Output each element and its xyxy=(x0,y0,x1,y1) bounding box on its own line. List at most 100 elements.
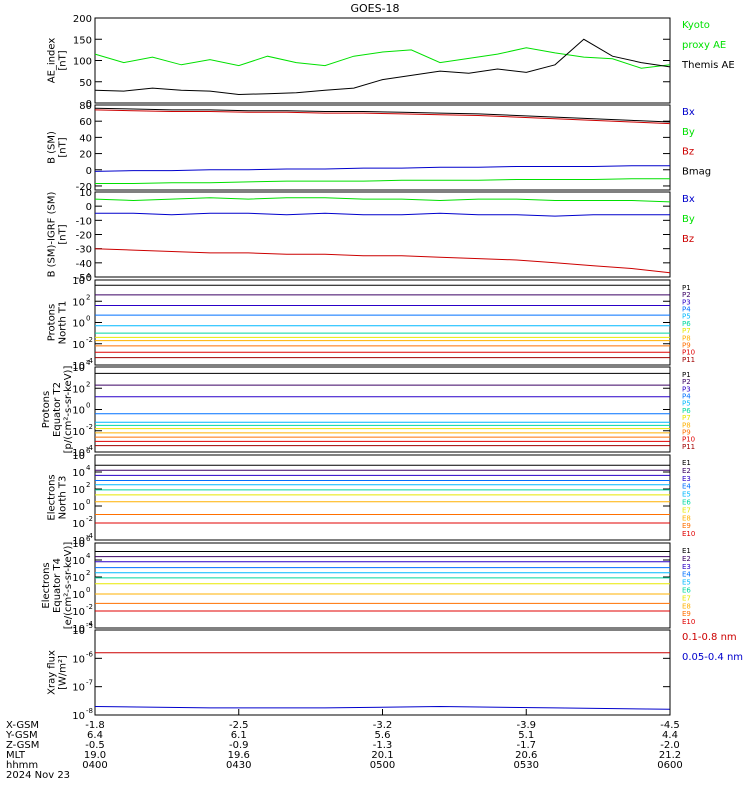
y-axis-label: North T3 xyxy=(58,476,69,520)
y-tick-exponent: -2 xyxy=(86,336,93,344)
y-tick-label: 10 xyxy=(72,607,85,618)
y-tick-label: 10 xyxy=(72,624,85,635)
legend-entry: Themis AE xyxy=(681,60,735,71)
y-tick-exponent: 4 xyxy=(86,552,91,560)
legend-entry: P6 xyxy=(682,407,691,415)
y-tick-exponent: 0 xyxy=(86,586,90,594)
x-tick-label: -3.9 xyxy=(516,720,536,731)
y-tick-label: 10 xyxy=(72,319,85,330)
legend-entry: P10 xyxy=(682,436,695,444)
y-tick-label: -20 xyxy=(76,182,92,193)
y-tick-exponent: 2 xyxy=(86,481,90,489)
x-tick-label: 6.4 xyxy=(87,730,103,741)
panel-ae: 200 150 100 50 0 AE_index [nT] Kyoto proxy AE The… xyxy=(47,14,735,110)
legend-entry: E6 xyxy=(682,499,691,507)
x-tick-label: -2.0 xyxy=(660,740,680,751)
legend-entry: Bz xyxy=(682,147,694,158)
legend-entry: E9 xyxy=(682,522,691,530)
legend-entry: E1 xyxy=(682,459,691,467)
legend-entry: P3 xyxy=(682,298,691,306)
x-row-label: X-GSM xyxy=(6,720,39,731)
legend-entry: proxy AE xyxy=(682,40,726,51)
legend-entry: P9 xyxy=(682,341,691,349)
y-axis-label: AE_index xyxy=(47,38,58,84)
y-tick-label: 20 xyxy=(79,150,92,161)
legend-entry: P7 xyxy=(682,327,691,335)
y-tick-label: 10 xyxy=(72,573,85,584)
x-tick-label: -1.8 xyxy=(85,720,105,731)
legend-entry: P6 xyxy=(682,320,691,328)
y-axis-label: Electrons xyxy=(47,474,58,520)
legend-entry: E4 xyxy=(682,571,691,579)
legend-entry: E3 xyxy=(682,475,691,483)
legend-entry: P2 xyxy=(682,291,691,299)
x-tick-label: -1.3 xyxy=(373,740,393,751)
chart-title: GOES-18 xyxy=(350,2,399,15)
legend-entry: By xyxy=(682,214,695,225)
legend-entry: E7 xyxy=(682,594,691,602)
x-tick-label: 0430 xyxy=(226,760,251,771)
y-tick-label: 60 xyxy=(79,117,92,128)
y-tick-label: 10 xyxy=(72,340,85,351)
series-line-bz xyxy=(94,248,671,274)
x-tick-label: 0530 xyxy=(514,760,539,771)
y-tick-label: -10 xyxy=(76,216,92,227)
x-tick-label: -3.2 xyxy=(373,720,393,731)
panel-frame xyxy=(94,191,671,278)
y-axis-label: [W/m²] xyxy=(58,655,69,690)
legend-entry: E10 xyxy=(682,530,695,538)
x-tick-label: 5.6 xyxy=(375,730,391,741)
y-tick-label: -20 xyxy=(76,231,92,242)
legend-entry: E1 xyxy=(682,547,691,555)
legend-entry: P4 xyxy=(682,306,691,314)
legend-entry: E7 xyxy=(682,506,691,514)
panel-frame xyxy=(94,366,671,453)
y-axis-label: Protons xyxy=(47,304,58,341)
y-tick-label: 0 xyxy=(86,202,92,213)
y-tick-exponent: -8 xyxy=(86,707,93,715)
y-tick-label: 10 xyxy=(72,448,85,459)
y-tick-label: 0 xyxy=(86,99,92,110)
panel-bsm: 80 60 40 20 0 -20 B (SM) [nT] Bx By Bz Bmag xyxy=(47,101,712,193)
legend-entry: P1 xyxy=(682,371,691,379)
y-axis-label: [e/(cm²-s-sr-keV)] xyxy=(63,542,74,630)
legend-entry: E9 xyxy=(682,610,691,618)
x-tick-label: 19.6 xyxy=(228,750,250,761)
y-axis-label: [nT] xyxy=(58,50,69,70)
legend-entry: P1 xyxy=(682,284,691,292)
legend-entry: E8 xyxy=(682,514,691,522)
y-tick-exponent: 4 xyxy=(86,272,91,280)
y-tick-exponent: -4 xyxy=(86,532,94,540)
legend-entry: E8 xyxy=(682,602,691,610)
legend-entry: Bx xyxy=(682,194,695,205)
x-tick-label: -0.9 xyxy=(229,740,249,751)
y-tick-label: 80 xyxy=(79,101,92,112)
legend-entry: P7 xyxy=(682,414,691,422)
series-line-bx xyxy=(95,212,670,217)
x-tick-label: 0500 xyxy=(370,760,395,771)
legend-entry: E6 xyxy=(682,587,691,595)
y-tick-label: 10 xyxy=(72,539,85,550)
y-axis-label: [p/(cm²-s-sr-keV)] xyxy=(63,366,74,454)
y-tick-label: 10 xyxy=(72,468,85,479)
series-line-0-05-0-4-nm xyxy=(94,705,671,710)
series-line-bx xyxy=(94,165,670,172)
legend-entry: Bx xyxy=(682,107,695,118)
y-axis-label: Xray flux xyxy=(47,650,58,695)
x-tick-label: 4.4 xyxy=(662,730,678,741)
y-axis-label: Electrons xyxy=(41,562,52,608)
date-label: 2024 Nov 23 xyxy=(6,770,70,781)
y-tick-label: 10 xyxy=(72,626,85,637)
y-tick-exponent: 4 xyxy=(86,464,91,472)
legend-entry: P11 xyxy=(682,356,695,364)
y-axis-label: B (SM) xyxy=(47,131,58,164)
panel-frame xyxy=(94,454,671,541)
x-tick-label: 20.6 xyxy=(515,750,537,761)
series-line-by xyxy=(94,197,671,203)
y-tick-label: 0 xyxy=(86,166,92,177)
y-tick-label: 10 xyxy=(72,427,85,438)
